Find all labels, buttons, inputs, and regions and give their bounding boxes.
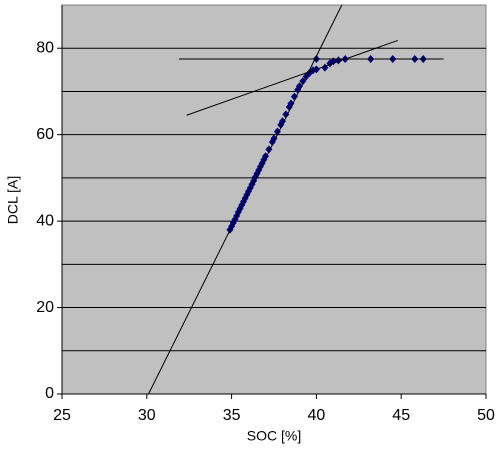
x-tick-label: 25 xyxy=(53,407,71,424)
x-tick-label: 50 xyxy=(477,407,495,424)
x-axis-title: SOC [%] xyxy=(247,428,301,444)
data-point xyxy=(250,176,258,185)
y-tick-label: 20 xyxy=(36,299,54,316)
data-point xyxy=(282,110,290,119)
x-tick-label: 35 xyxy=(223,407,241,424)
data-point xyxy=(270,134,278,143)
x-tick-label: 30 xyxy=(138,407,156,424)
trend-line xyxy=(148,4,343,395)
data-point xyxy=(334,56,342,65)
data-point xyxy=(278,117,286,126)
y-axis-title: DCL [A] xyxy=(5,176,21,225)
trend-line xyxy=(186,39,398,116)
plot-area xyxy=(61,4,487,395)
data-point xyxy=(290,92,298,101)
data-point xyxy=(287,99,295,108)
data-point xyxy=(273,127,281,136)
x-tick-label: 45 xyxy=(392,407,410,424)
data-point xyxy=(295,82,303,91)
y-tick-label: 60 xyxy=(36,126,54,143)
y-tick-label: 80 xyxy=(36,39,54,56)
x-tick-label: 40 xyxy=(308,407,326,424)
y-tick-label: 0 xyxy=(45,385,54,402)
y-tick-label: 40 xyxy=(36,212,54,229)
